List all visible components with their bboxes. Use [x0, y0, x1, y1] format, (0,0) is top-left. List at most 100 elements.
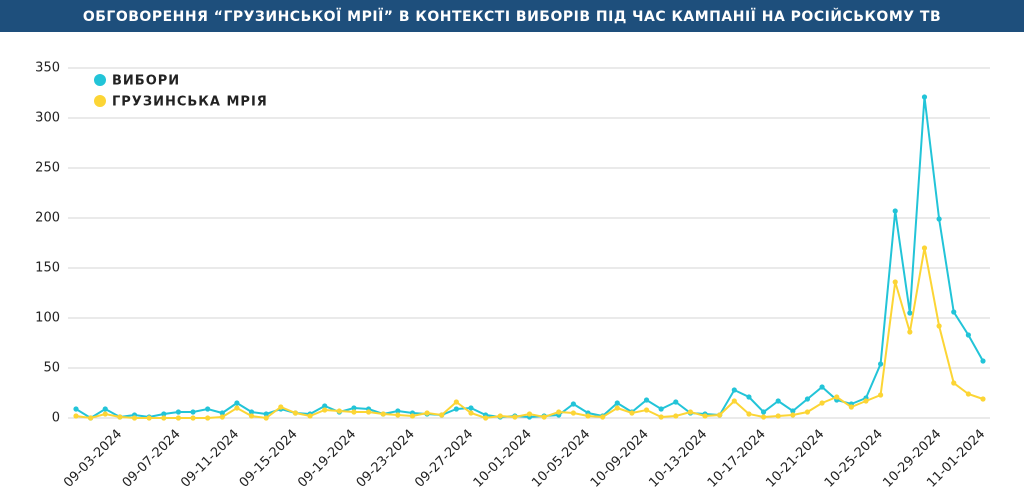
marker [702, 413, 708, 419]
marker [819, 400, 825, 406]
marker [483, 415, 489, 421]
marker [307, 413, 313, 419]
marker [234, 400, 240, 406]
x-tick-label: 09-27-2024 [412, 427, 476, 491]
marker [834, 394, 840, 400]
marker [190, 415, 196, 421]
x-tick-label: 09-11-2024 [178, 427, 242, 491]
x-tick-label: 10-01-2024 [471, 427, 535, 491]
marker [205, 406, 211, 412]
marker [131, 415, 138, 421]
marker [600, 414, 606, 420]
marker [248, 409, 255, 415]
legend-swatch [94, 95, 106, 107]
y-tick-label: 200 [35, 211, 60, 226]
marker [409, 413, 416, 419]
marker [629, 410, 635, 416]
marker [526, 411, 533, 417]
marker [775, 413, 781, 419]
marker [73, 413, 79, 419]
marker [863, 398, 869, 404]
marker [614, 400, 620, 406]
marker [980, 358, 986, 364]
marker [102, 406, 108, 412]
marker [585, 413, 591, 419]
marker [614, 405, 620, 411]
marker [263, 411, 269, 417]
marker [468, 410, 474, 416]
marker [658, 406, 664, 412]
x-tick-label: 09-23-2024 [354, 427, 418, 491]
marker [746, 394, 752, 400]
marker [497, 413, 503, 419]
marker [161, 411, 167, 417]
marker [907, 329, 913, 335]
marker [907, 310, 913, 316]
marker [424, 410, 430, 416]
marker [936, 323, 942, 329]
line [75, 96, 984, 420]
marker [921, 245, 928, 251]
marker [175, 415, 182, 421]
marker [102, 411, 108, 417]
marker [73, 406, 79, 412]
marker [453, 406, 459, 412]
marker [673, 413, 679, 419]
marker [117, 414, 123, 420]
x-tick-label: 10-21-2024 [763, 427, 827, 491]
legend-label: ГРУЗИНСЬКА МРІЯ [112, 95, 268, 110]
legend-swatch [94, 74, 106, 86]
marker [380, 411, 386, 417]
marker [512, 414, 518, 420]
marker [570, 410, 576, 416]
marker [643, 397, 650, 403]
marker [804, 409, 811, 415]
y-tick-label: 100 [35, 311, 60, 326]
marker [848, 404, 854, 410]
marker [161, 415, 167, 421]
marker [248, 413, 255, 419]
marker [322, 407, 328, 413]
marker [88, 415, 94, 421]
marker [234, 405, 240, 411]
marker [951, 380, 957, 386]
marker [205, 415, 211, 421]
x-tick-label: 09-03-2024 [61, 427, 125, 491]
chart-title: ОБГОВОРЕННЯ “ГРУЗИНСЬКОЇ МРІЇ” В КОНТЕКС… [83, 8, 941, 25]
y-tick-label: 150 [35, 261, 60, 276]
marker [687, 409, 694, 415]
marker [951, 309, 957, 315]
x-tick-label: 10-25-2024 [822, 427, 886, 491]
x-tick-label: 10-09-2024 [588, 427, 652, 491]
marker [658, 414, 664, 420]
marker [365, 409, 372, 415]
marker [731, 387, 737, 393]
marker [980, 396, 986, 402]
marker [219, 410, 225, 416]
marker [892, 208, 898, 214]
x-tick-label: 10-17-2024 [705, 427, 769, 491]
x-tick-label: 09-15-2024 [237, 427, 301, 491]
y-tick-label: 250 [35, 161, 60, 176]
marker [292, 410, 299, 416]
marker [819, 384, 825, 390]
marker [351, 405, 357, 411]
marker [395, 408, 401, 414]
marker [731, 398, 737, 404]
marker [877, 392, 884, 398]
marker [146, 415, 152, 421]
y-tick-label: 50 [43, 361, 60, 376]
marker [278, 404, 284, 410]
x-tick-label: 10-05-2024 [529, 427, 593, 491]
marker [439, 412, 445, 418]
marker [570, 401, 576, 407]
y-tick-label: 300 [35, 111, 60, 126]
title-bar [0, 0, 1024, 32]
marker [892, 279, 898, 285]
marker [775, 398, 781, 404]
line [75, 247, 984, 420]
marker [673, 399, 679, 405]
marker [263, 415, 269, 421]
marker [336, 408, 342, 414]
